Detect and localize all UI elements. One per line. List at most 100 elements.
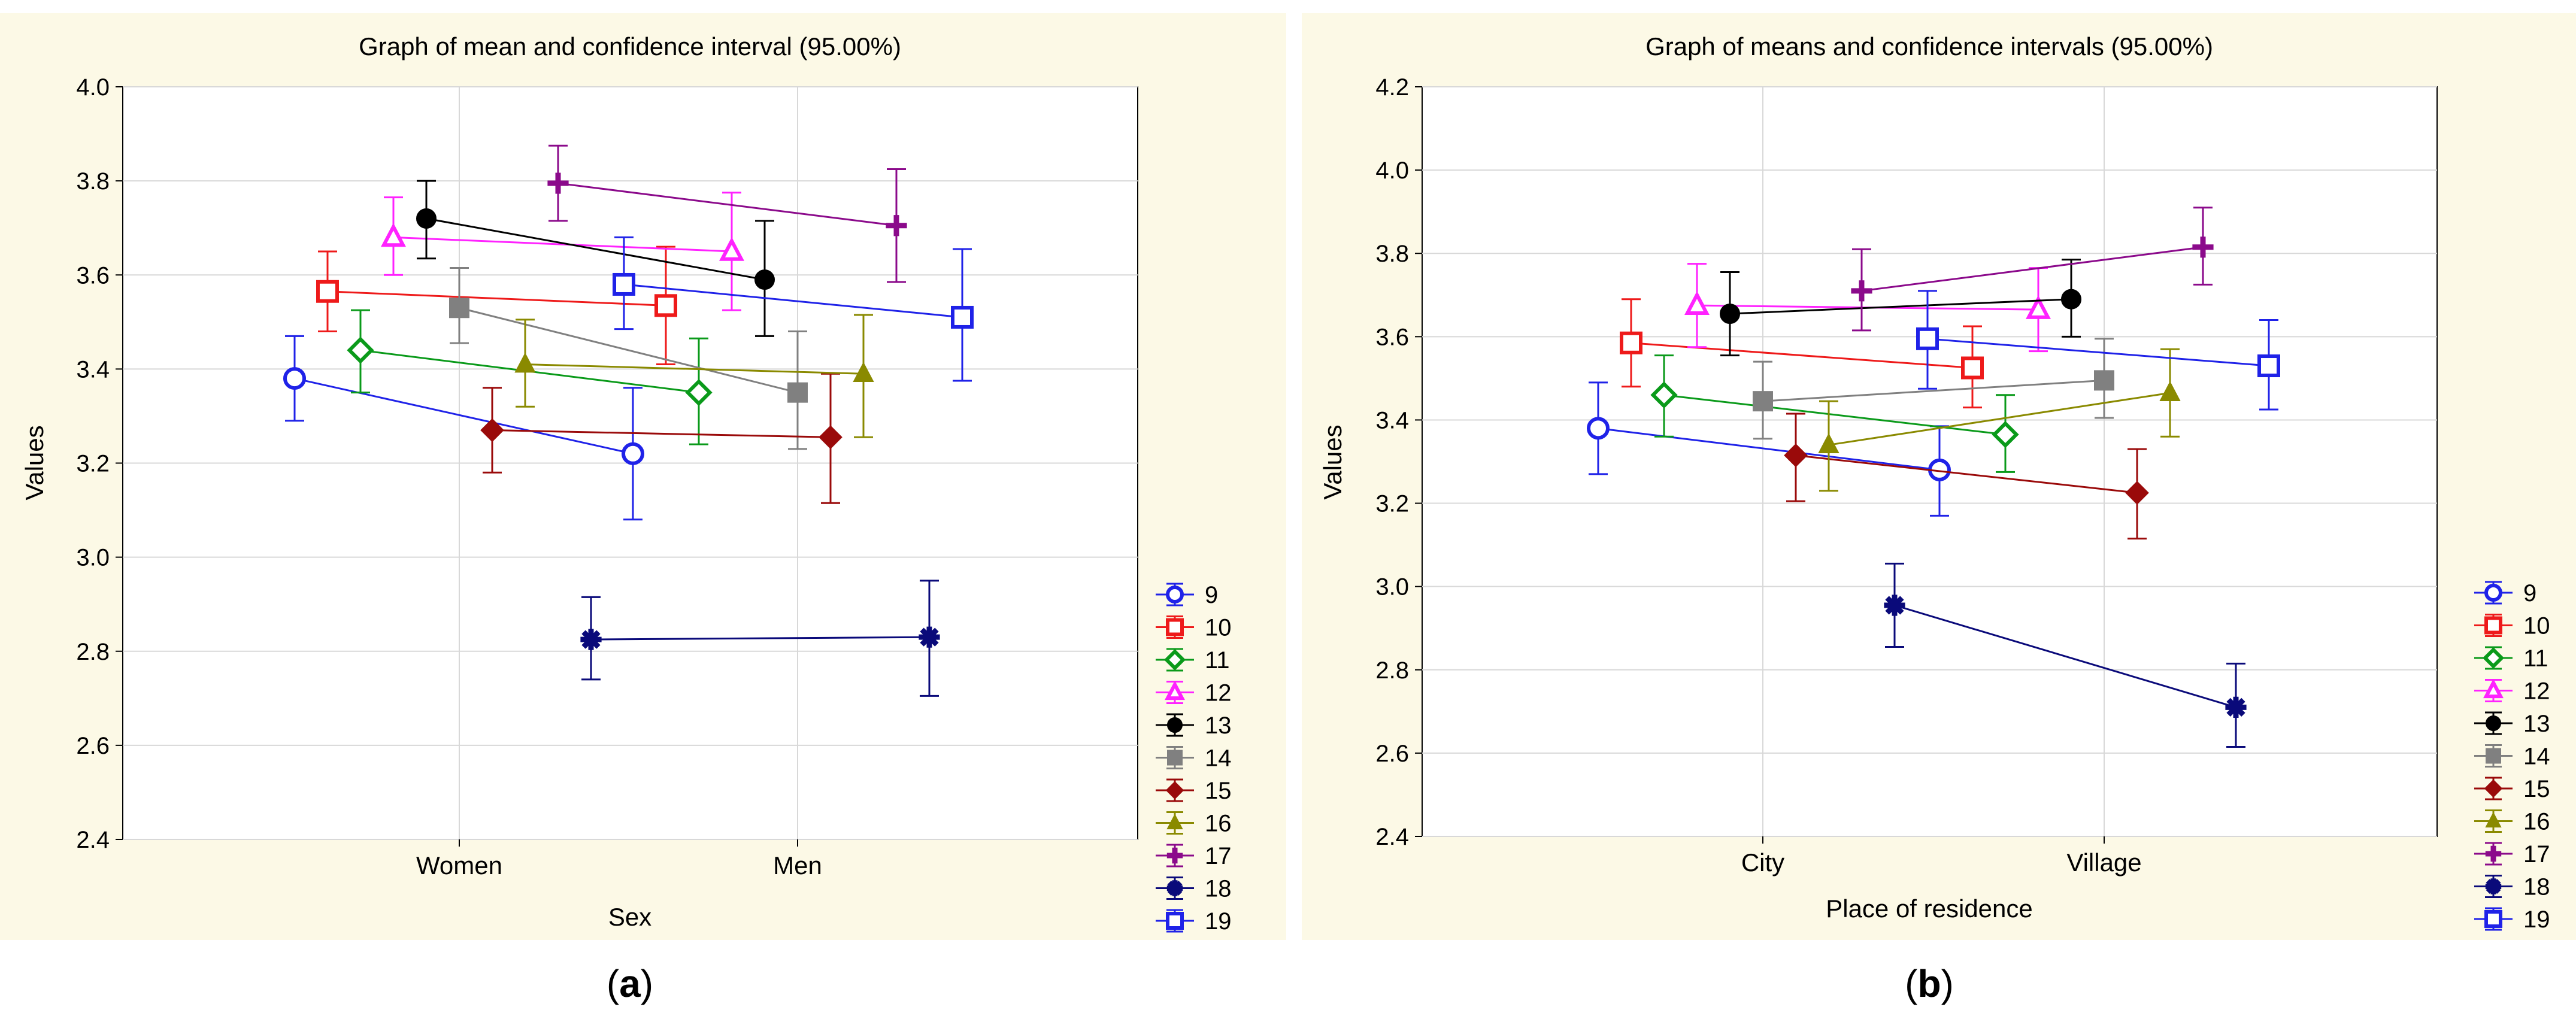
legend-marker-17 [1166, 847, 1183, 864]
y-tick-label: 4.2 [1375, 74, 1409, 101]
legend-marker-13 [2486, 715, 2501, 731]
legend-label: 10 [2523, 613, 2550, 639]
panel-b-plot-area [1422, 86, 2438, 837]
legend-label: 11 [2523, 645, 2548, 672]
panel-b-plot: 2.4 2.6 2.8 3.0 3.2 3.4 3.6 3.8 4.0 4.2 City Villag… [1375, 74, 2437, 877]
series-19-point [951, 305, 974, 329]
panel-a-plot: 2.4 2.6 2.8 3.0 3.2 3.4 3.6 3.8 4.0 Women Men [76, 74, 1138, 879]
legend-label: 19 [1205, 908, 1232, 935]
series-14 [1753, 338, 2114, 440]
panel-a-caption-letter: a [619, 962, 641, 1005]
legend-label: 17 [2523, 841, 2550, 868]
legend-item-15: 15 [1156, 778, 1232, 804]
series-13-point [416, 208, 437, 229]
legend-label: 17 [1205, 843, 1232, 869]
series-13-point [2061, 289, 2081, 310]
series-15-point [2125, 481, 2149, 505]
series-11-point [685, 379, 713, 407]
y-tick-label: 2.4 [76, 827, 110, 853]
y-tick-label: 2.6 [1375, 741, 1409, 767]
series-12-point [1684, 291, 1710, 315]
legend-label: 13 [2523, 711, 2550, 737]
series-19-line [1927, 338, 2269, 367]
series-13-line [426, 217, 765, 281]
series-13 [416, 180, 775, 337]
panel-b-caption: (b) [1905, 962, 1954, 1005]
legend-label: 14 [1205, 745, 1232, 772]
panel-b-x-label: Place of residence [1826, 894, 2033, 923]
series-13 [1720, 259, 2081, 357]
series-16-point [1818, 433, 1839, 453]
y-tick-label: 3.4 [1375, 407, 1409, 433]
series-18-line [1894, 604, 2236, 708]
legend-marker-15 [2484, 779, 2503, 798]
series-9-point [622, 442, 644, 465]
legend-marker-16 [1166, 814, 1183, 830]
legend-item-10: 10 [1156, 615, 1232, 641]
series-18-point [1884, 595, 1905, 616]
series-19-point [1916, 327, 1939, 350]
legend-marker-18 [2485, 878, 2502, 894]
legend-item-12: 12 [1156, 680, 1232, 706]
legend-label: 10 [1205, 615, 1232, 641]
legend-marker-14 [1167, 750, 1183, 766]
series-9-point [1587, 417, 1610, 440]
series-11-point [1992, 421, 2019, 448]
y-tick-label: 3.0 [1375, 574, 1409, 600]
legend-label: 9 [1205, 582, 1218, 608]
series-17 [1851, 207, 2214, 332]
legend-label: 9 [2523, 580, 2536, 606]
series-19 [1916, 290, 2280, 411]
legend-item-9: 9 [1156, 582, 1218, 608]
series-16-point [514, 352, 536, 373]
series-15 [1784, 413, 2149, 540]
legend-label: 14 [2523, 744, 2550, 770]
series-13-point [1720, 304, 1740, 324]
series-15-line [1795, 454, 2138, 494]
series-16-point [2159, 381, 2181, 402]
y-tick-label: 3.6 [1375, 324, 1409, 350]
legend-item-14: 14 [1156, 745, 1232, 772]
legend-marker-9 [2484, 584, 2502, 602]
y-tick-label: 4.0 [1375, 157, 1409, 184]
panel-b-legend: 9 10 11 12 13 14 15 16 17 18 19 [2474, 580, 2550, 933]
series-18-point [2225, 696, 2247, 718]
series-9-line [294, 377, 634, 455]
y-tick-label: 2.4 [1375, 824, 1409, 850]
series-17-point [2192, 236, 2214, 258]
legend-item-15: 15 [2474, 776, 2550, 802]
series-16-point [853, 362, 874, 383]
legend-label: 18 [2523, 874, 2550, 900]
series-14-line [459, 307, 798, 394]
legend-item-18: 18 [1156, 876, 1232, 902]
y-tick-label: 2.8 [1375, 657, 1409, 684]
legend-item-18: 18 [2474, 874, 2550, 900]
legend-marker-17 [2485, 845, 2502, 862]
series-15-point [1784, 443, 1808, 468]
legend-label: 16 [1205, 811, 1232, 837]
y-tick-label: 4.0 [76, 74, 110, 101]
series-17-line [557, 182, 897, 227]
series-17-point [886, 215, 907, 236]
x-tick-label: Women [416, 851, 502, 879]
panel-a-y-label: Values [20, 425, 49, 500]
series-14-point [2094, 370, 2114, 391]
legend-item-12: 12 [2474, 678, 2550, 705]
series-18-line [590, 636, 930, 641]
panel-b: Graph of means and confidence intervals … [1302, 13, 2576, 940]
legend-marker-16 [2485, 812, 2502, 828]
panel-a-title: Graph of mean and confidence interval (9… [359, 32, 901, 60]
series-18-point [919, 626, 940, 648]
legend-item-14: 14 [2474, 744, 2550, 770]
series-12-point [719, 236, 744, 261]
y-tick-label: 2.8 [76, 639, 110, 665]
x-tick-label: Men [773, 851, 822, 879]
legend-item-16: 16 [2474, 809, 2550, 835]
series-13-point [754, 269, 775, 290]
legend-marker-10 [1166, 618, 1184, 636]
legend-label: 16 [2523, 809, 2550, 835]
series-14-line [1762, 379, 2105, 402]
legend-label: 12 [1205, 680, 1232, 706]
series-11-line [1663, 394, 2006, 436]
legend-item-17: 17 [1156, 843, 1232, 869]
